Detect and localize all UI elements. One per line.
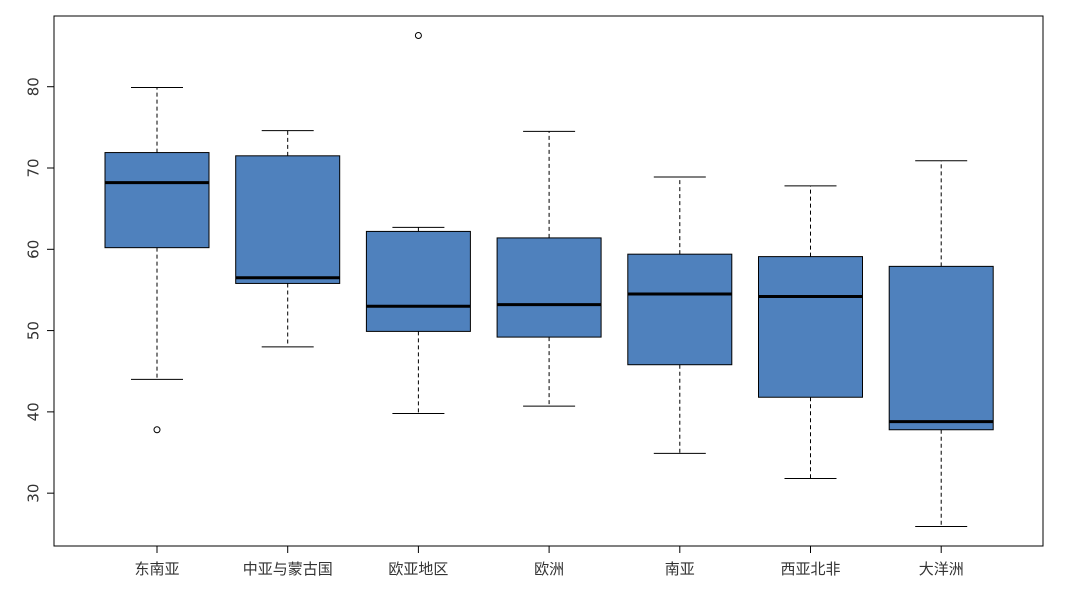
- x-category-label: 中亚与蒙古国: [243, 560, 333, 578]
- box-3: [365, 32, 471, 414]
- x-category-label: 大洋洲: [919, 560, 964, 578]
- y-axis: 30 40 50 60 70 80: [25, 77, 54, 503]
- x-category-label: 东南亚: [134, 560, 179, 578]
- box-7: [888, 160, 994, 527]
- plot-frame: [53, 15, 1044, 547]
- y-tick-label: 50: [25, 321, 43, 340]
- iqr-box: [496, 237, 602, 338]
- iqr-box: [888, 265, 994, 431]
- x-category-label: 欧洲: [534, 560, 564, 578]
- y-tick-label: 40: [25, 402, 43, 421]
- iqr-box: [235, 155, 341, 284]
- box-5: [627, 176, 733, 454]
- outlier-point: [414, 32, 422, 40]
- y-tick-label: 70: [25, 158, 43, 177]
- x-category-label: 南亚: [665, 560, 695, 578]
- iqr-box: [758, 256, 863, 398]
- plot-area: [53, 15, 1044, 547]
- x-category-label: 欧亚地区: [388, 560, 448, 578]
- outlier-point: [153, 426, 161, 434]
- x-category-label: 西亚北非: [780, 560, 840, 578]
- box-6: [758, 185, 863, 480]
- iqr-box: [104, 152, 210, 249]
- y-tick-label: 80: [25, 77, 43, 96]
- y-tick-label: 60: [25, 240, 43, 259]
- box-1: [104, 87, 210, 434]
- x-axis: 东南亚 中亚与蒙古国 欧亚地区 欧洲 南亚 西亚北非 大洋洲: [134, 546, 964, 578]
- iqr-box: [627, 253, 733, 366]
- box-4: [496, 130, 602, 407]
- box-2: [235, 130, 341, 348]
- y-tick-label: 30: [25, 484, 43, 503]
- iqr-box: [365, 230, 471, 332]
